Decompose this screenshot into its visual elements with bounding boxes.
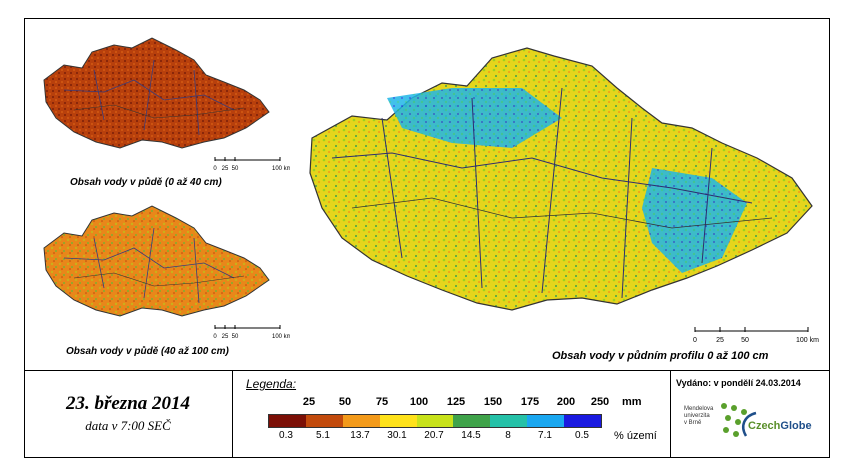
legend-swatch-3 bbox=[379, 415, 417, 427]
legend-swatch-0 bbox=[269, 415, 306, 427]
legend-share-value: 30.1 bbox=[387, 430, 407, 441]
legend-swatch-6 bbox=[490, 415, 528, 427]
legend-swatch-1 bbox=[305, 415, 343, 427]
map-profile bbox=[309, 47, 813, 311]
mendel-dots-icon bbox=[721, 403, 747, 437]
legend-swatch-8 bbox=[564, 415, 602, 427]
legend-top-value: 100 bbox=[409, 396, 429, 408]
legend-swatch-2 bbox=[342, 415, 380, 427]
legend-swatch-7 bbox=[527, 415, 565, 427]
legend-unit-percent: % území bbox=[614, 430, 657, 442]
map-topsoil bbox=[43, 37, 270, 149]
legend-top-value: 25 bbox=[302, 396, 316, 408]
scale-label-100: 100 km bbox=[272, 334, 290, 340]
scale-label-50: 50 bbox=[232, 334, 239, 340]
czechglobe-swoosh-icon bbox=[742, 411, 757, 437]
scale-label-50: 50 bbox=[741, 337, 749, 344]
legend-top-value: 50 bbox=[338, 396, 352, 408]
scale-label-50: 50 bbox=[232, 166, 239, 172]
legend-top-value: 200 bbox=[556, 396, 576, 408]
divider-right bbox=[670, 370, 671, 458]
scale-label-0: 0 bbox=[693, 337, 697, 344]
mendel-university-logo: Mendelova univerzita v Brně bbox=[684, 406, 714, 426]
legend-share-value: 5.1 bbox=[316, 430, 330, 441]
legend-share-value: 0.3 bbox=[279, 430, 293, 441]
legend-swatch-4 bbox=[416, 415, 454, 427]
scale-label-0: 0 bbox=[213, 334, 217, 340]
legend-share-value: 7.1 bbox=[538, 430, 552, 441]
legend-top-value: 250 bbox=[590, 396, 610, 408]
legend-share-value: 8 bbox=[505, 430, 511, 441]
date-title: 23. března 2014 bbox=[65, 393, 191, 414]
legend-share-value: 14.5 bbox=[461, 430, 481, 441]
scalebar-topsoil: 0 25 50 100 km bbox=[213, 157, 290, 172]
legend-top-value: 125 bbox=[446, 396, 466, 408]
legend-share-value: 13.7 bbox=[350, 430, 370, 441]
divider-left bbox=[232, 370, 233, 458]
frame-divider bbox=[24, 370, 830, 371]
legend-color-bar bbox=[268, 414, 602, 428]
legend-top-value: 150 bbox=[483, 396, 503, 408]
scalebar-profile: 0 25 50 100 km bbox=[693, 327, 819, 344]
scale-label-100: 100 km bbox=[796, 337, 819, 344]
caption-profile: Obsah vody v půdním profilu 0 až 100 cm bbox=[552, 350, 769, 362]
scalebar-subsoil: 0 25 50 100 km bbox=[213, 325, 290, 340]
legend-top-value: 175 bbox=[520, 396, 540, 408]
legend-share-value: 0.5 bbox=[575, 430, 589, 441]
legend-top-labels: 25 50 75 100 125 150 175 200 250 bbox=[268, 396, 643, 410]
scale-label-0: 0 bbox=[213, 166, 217, 172]
scale-label-25: 25 bbox=[222, 334, 229, 340]
legend-top-value: 75 bbox=[375, 396, 389, 408]
legend-bottom-labels: 0.3 5.1 13.7 30.1 20.7 14.5 8 7.1 0.5 bbox=[268, 430, 643, 444]
legend-unit-mm: mm bbox=[622, 396, 642, 408]
date-subtitle: data v 7:00 SEČ bbox=[85, 418, 171, 433]
figure-frame bbox=[24, 18, 830, 458]
scale-label-100: 100 km bbox=[272, 166, 290, 172]
czechglobe-logo: CzechGlobe bbox=[748, 420, 812, 432]
legend-swatch-5 bbox=[453, 415, 491, 427]
legend-title: Legenda: bbox=[246, 377, 297, 391]
caption-topsoil: Obsah vody v půdě (0 až 40 cm) bbox=[70, 177, 222, 188]
map-subsoil bbox=[43, 205, 270, 317]
issued-date: Vydáno: v pondělí 24.03.2014 bbox=[676, 378, 801, 388]
legend-share-value: 20.7 bbox=[424, 430, 444, 441]
caption-subsoil: Obsah vody v půdě (40 až 100 cm) bbox=[66, 346, 229, 357]
scale-label-25: 25 bbox=[716, 337, 724, 344]
scale-label-25: 25 bbox=[222, 166, 229, 172]
